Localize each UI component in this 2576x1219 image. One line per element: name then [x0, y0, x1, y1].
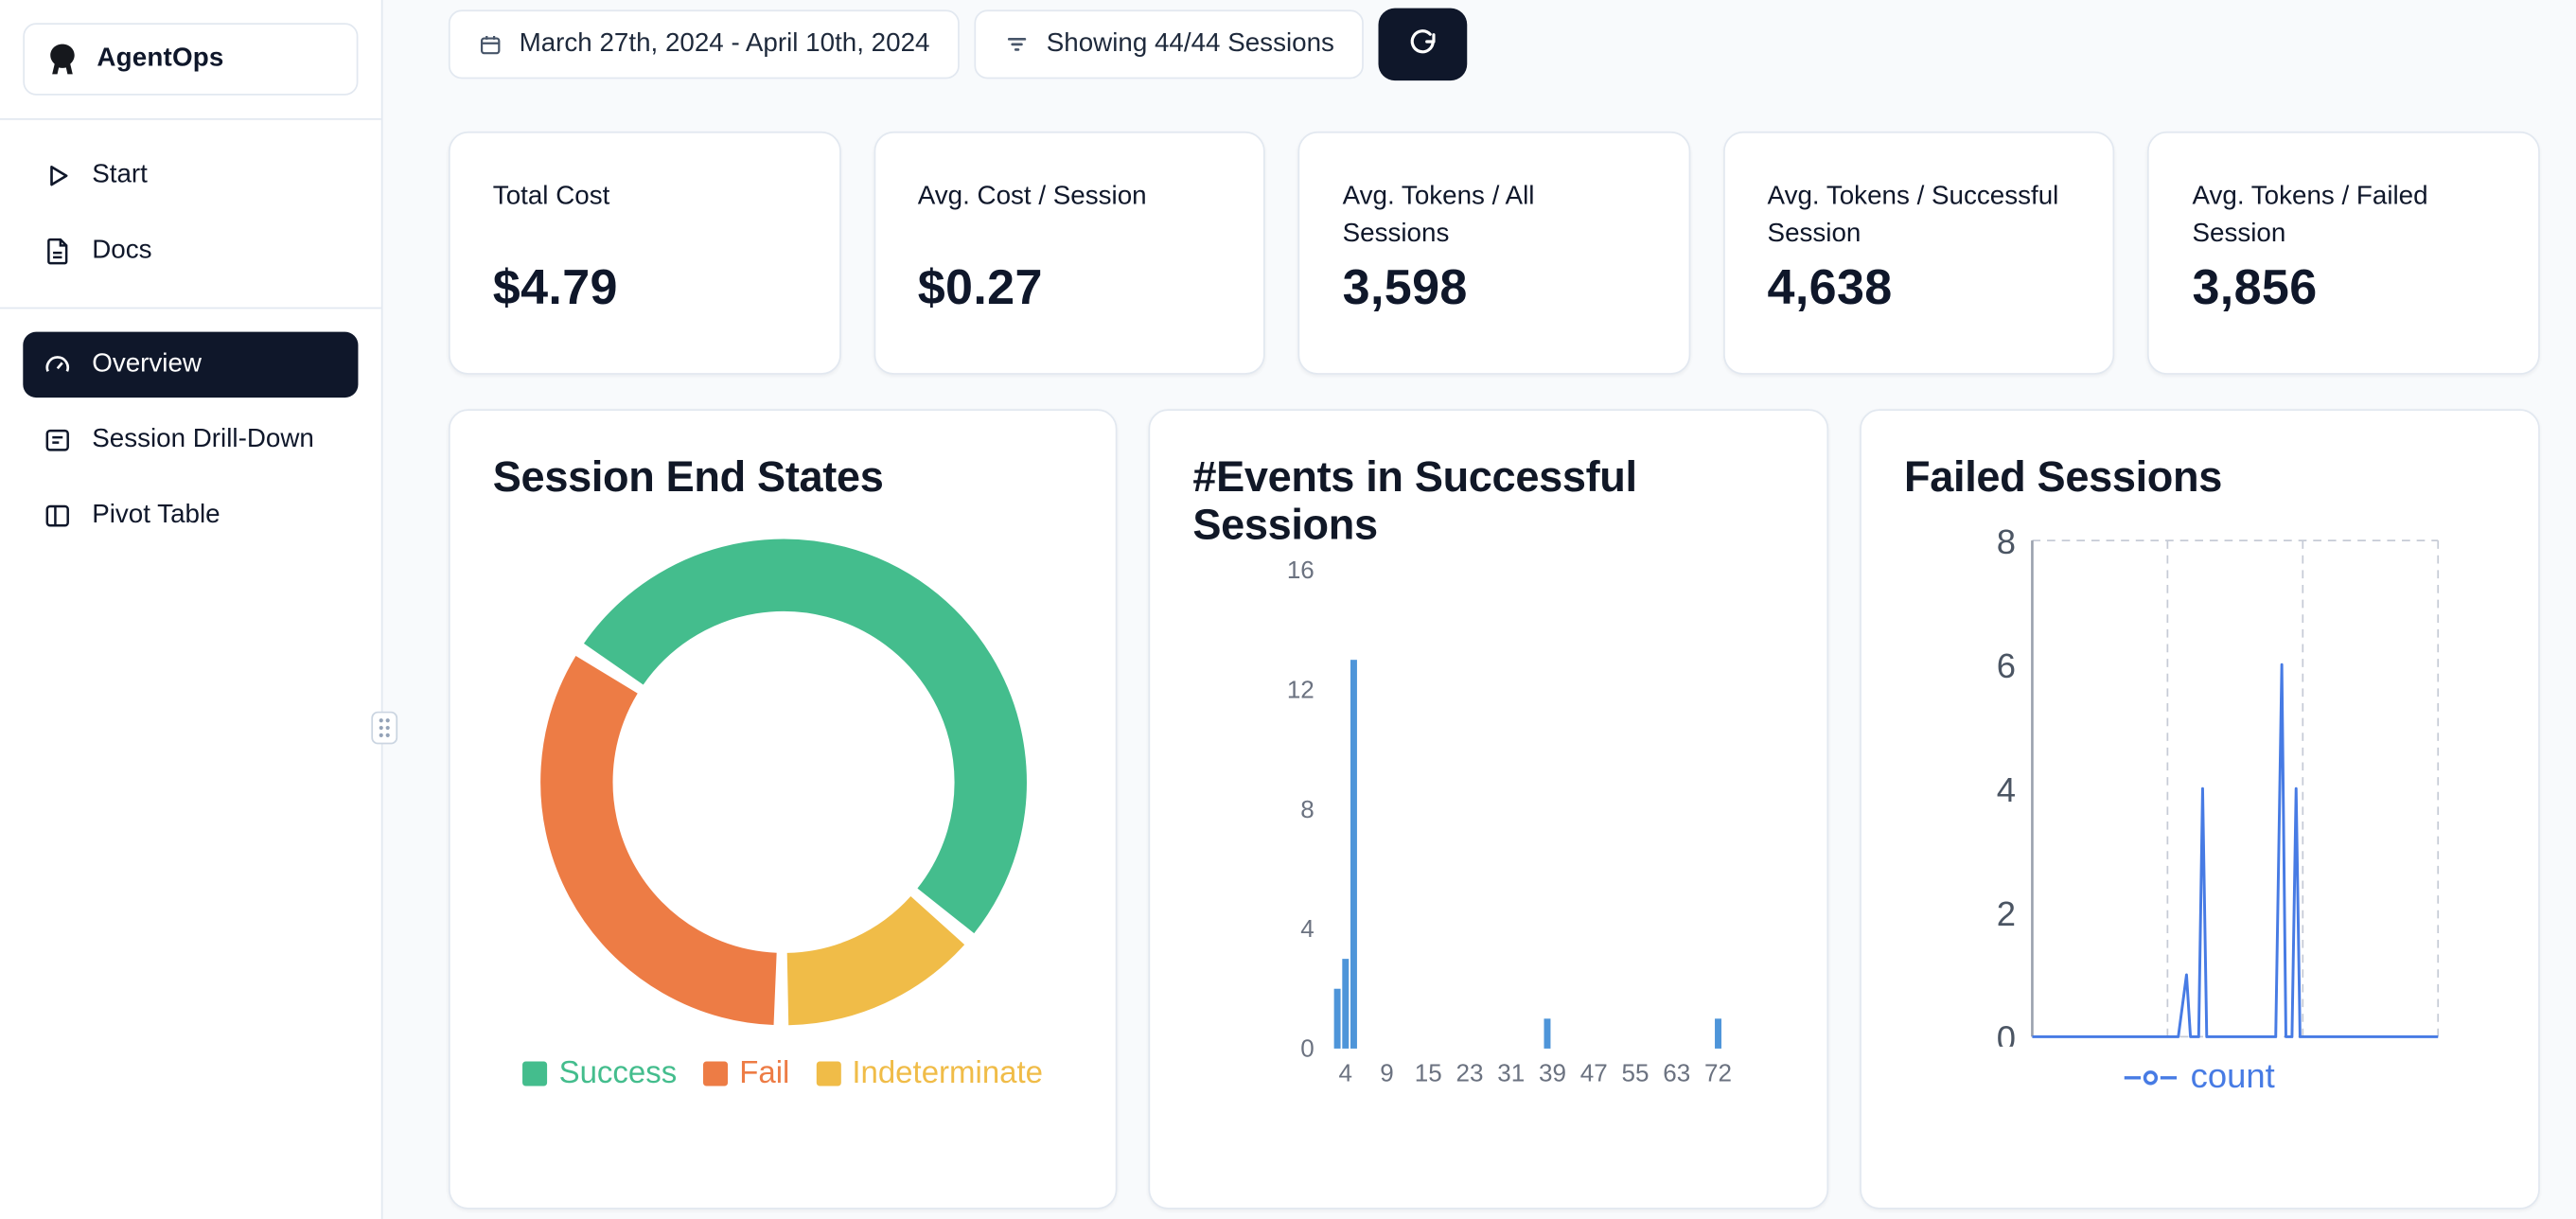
sidebar-item-label: Docs	[92, 236, 152, 265]
app-logo[interactable]: AgentOps	[23, 23, 359, 96]
stat-card-total-cost: Total Cost $4.79	[448, 131, 841, 375]
toolbar: March 27th, 2024 - April 10th, 2024 Show…	[448, 8, 2540, 81]
svg-text:0: 0	[1997, 1018, 2016, 1047]
legend-label: Success	[558, 1055, 678, 1090]
stat-card-avg-tokens-all: Avg. Tokens / All Sessions 3,598	[1297, 131, 1690, 375]
svg-text:6: 6	[1997, 645, 2016, 684]
legend-label: Fail	[739, 1055, 790, 1090]
stat-label: Avg. Cost / Session	[917, 182, 1147, 211]
svg-text:63: 63	[1663, 1059, 1690, 1087]
stat-value: $4.79	[492, 261, 618, 316]
chart-card-failed-sessions: Failed Sessions 0 2 4 6 8 count	[1860, 409, 2540, 1210]
refresh-button[interactable]	[1378, 8, 1468, 81]
legend-swatch	[703, 1061, 729, 1086]
app-title: AgentOps	[97, 44, 224, 73]
document-icon	[43, 237, 72, 266]
stats-row: Total Cost $4.79 Avg. Cost / Session $0.…	[448, 131, 2540, 375]
stat-card-avg-tokens-successful: Avg. Tokens / Successful Session 4,638	[1722, 131, 2115, 375]
svg-text:8: 8	[1300, 795, 1314, 823]
svg-text:4: 4	[1300, 915, 1314, 944]
failed-sessions-line-chart: 0 2 4 6 8	[1997, 521, 2440, 1057]
legend-label: Indeterminate	[852, 1055, 1044, 1090]
gauge-icon	[43, 350, 72, 380]
sidebar-divider	[0, 117, 381, 120]
sidebar-divider	[0, 307, 381, 309]
svg-text:9: 9	[1380, 1059, 1393, 1087]
stat-label: Avg. Tokens / Failed Session	[2192, 182, 2428, 248]
chart-card-session-end-states: Session End States Success Fail Indetermin…	[448, 409, 1118, 1210]
drag-dots-icon	[379, 718, 390, 737]
stat-label: Total Cost	[492, 182, 610, 211]
sidebar-item-overview[interactable]: Overview	[23, 331, 359, 398]
stat-value: 4,638	[1767, 261, 1893, 316]
table-columns-icon	[43, 501, 72, 530]
sidebar-nav-top: Start Docs	[23, 143, 358, 284]
legend-item-fail[interactable]: Fail	[703, 1056, 789, 1092]
filter-icon	[1004, 31, 1031, 58]
stat-card-avg-cost-session: Avg. Cost / Session $0.27	[873, 131, 1266, 375]
sidebar: AgentOps Start Docs	[0, 0, 383, 1219]
sidebar-item-label: Pivot Table	[92, 501, 221, 529]
count-legend-label: count	[2190, 1057, 2275, 1096]
sidebar-item-label: Session Drill-Down	[92, 425, 314, 454]
chart-title: #Events in Successful Sessions	[1192, 451, 1637, 549]
date-range-button[interactable]: March 27th, 2024 - April 10th, 2024	[448, 9, 960, 80]
svg-text:23: 23	[1456, 1059, 1484, 1087]
list-card-icon	[43, 426, 72, 455]
svg-text:15: 15	[1415, 1059, 1442, 1087]
date-range-label: March 27th, 2024 - April 10th, 2024	[519, 29, 930, 58]
svg-text:39: 39	[1539, 1059, 1566, 1087]
stat-card-avg-tokens-failed: Avg. Tokens / Failed Session 3,856	[2147, 131, 2540, 375]
sidebar-item-docs[interactable]: Docs	[23, 219, 358, 284]
count-legend[interactable]: count	[1904, 1057, 2496, 1097]
calendar-icon	[478, 32, 503, 57]
svg-text:72: 72	[1704, 1059, 1732, 1087]
stat-label: Avg. Tokens / All Sessions	[1342, 182, 1535, 248]
svg-text:8: 8	[1997, 521, 2016, 560]
svg-text:16: 16	[1287, 557, 1314, 585]
main-content: March 27th, 2024 - April 10th, 2024 Show…	[382, 0, 2576, 1219]
svg-text:2: 2	[1997, 894, 2016, 933]
sidebar-item-label: Start	[92, 161, 148, 189]
legend-swatch	[522, 1061, 548, 1086]
sidebar-resize-handle[interactable]	[371, 711, 398, 745]
sidebar-item-pivot-table[interactable]: Pivot Table	[23, 483, 358, 548]
sidebar-item-start[interactable]: Start	[23, 143, 358, 208]
svg-text:47: 47	[1580, 1059, 1608, 1087]
play-icon	[43, 161, 72, 190]
sidebar-nav-main: Overview Session Drill-Down Pivot Table	[23, 331, 359, 549]
legend-item-indeterminate[interactable]: Indeterminate	[816, 1056, 1043, 1092]
svg-text:12: 12	[1287, 676, 1314, 704]
stat-label: Avg. Tokens / Successful Session	[1767, 182, 2059, 248]
chart-title: Failed Sessions	[1904, 451, 2222, 502]
session-filter-button[interactable]: Showing 44/44 Sessions	[974, 9, 1365, 80]
donut-legend: Success Fail Indeterminate	[493, 1056, 1073, 1092]
session-end-states-donut	[539, 538, 1027, 1025]
charts-row: Session End States Success Fail Indetermin…	[448, 409, 2540, 1210]
svg-text:31: 31	[1497, 1059, 1525, 1087]
agentops-logo-icon	[44, 41, 80, 77]
svg-text:55: 55	[1622, 1059, 1650, 1087]
chart-card-events-histogram: #Events in Successful Sessions 0 4 8 12 16 4 9…	[1148, 409, 1829, 1210]
stat-value: $0.27	[917, 261, 1043, 316]
svg-text:4: 4	[1997, 769, 2016, 808]
legend-swatch	[816, 1061, 841, 1086]
refresh-icon	[1406, 28, 1439, 62]
sidebar-item-label: Overview	[92, 349, 202, 379]
legend-item-success[interactable]: Success	[522, 1056, 677, 1092]
svg-text:4: 4	[1339, 1059, 1352, 1087]
svg-text:0: 0	[1300, 1034, 1314, 1063]
chart-title: Session End States	[492, 451, 884, 502]
sidebar-item-session-drill-down[interactable]: Session Drill-Down	[23, 408, 358, 473]
session-filter-label: Showing 44/44 Sessions	[1046, 29, 1334, 58]
stat-value: 3,598	[1342, 261, 1468, 316]
stat-value: 3,856	[2192, 261, 2318, 316]
count-legend-marker	[2125, 1069, 2178, 1085]
